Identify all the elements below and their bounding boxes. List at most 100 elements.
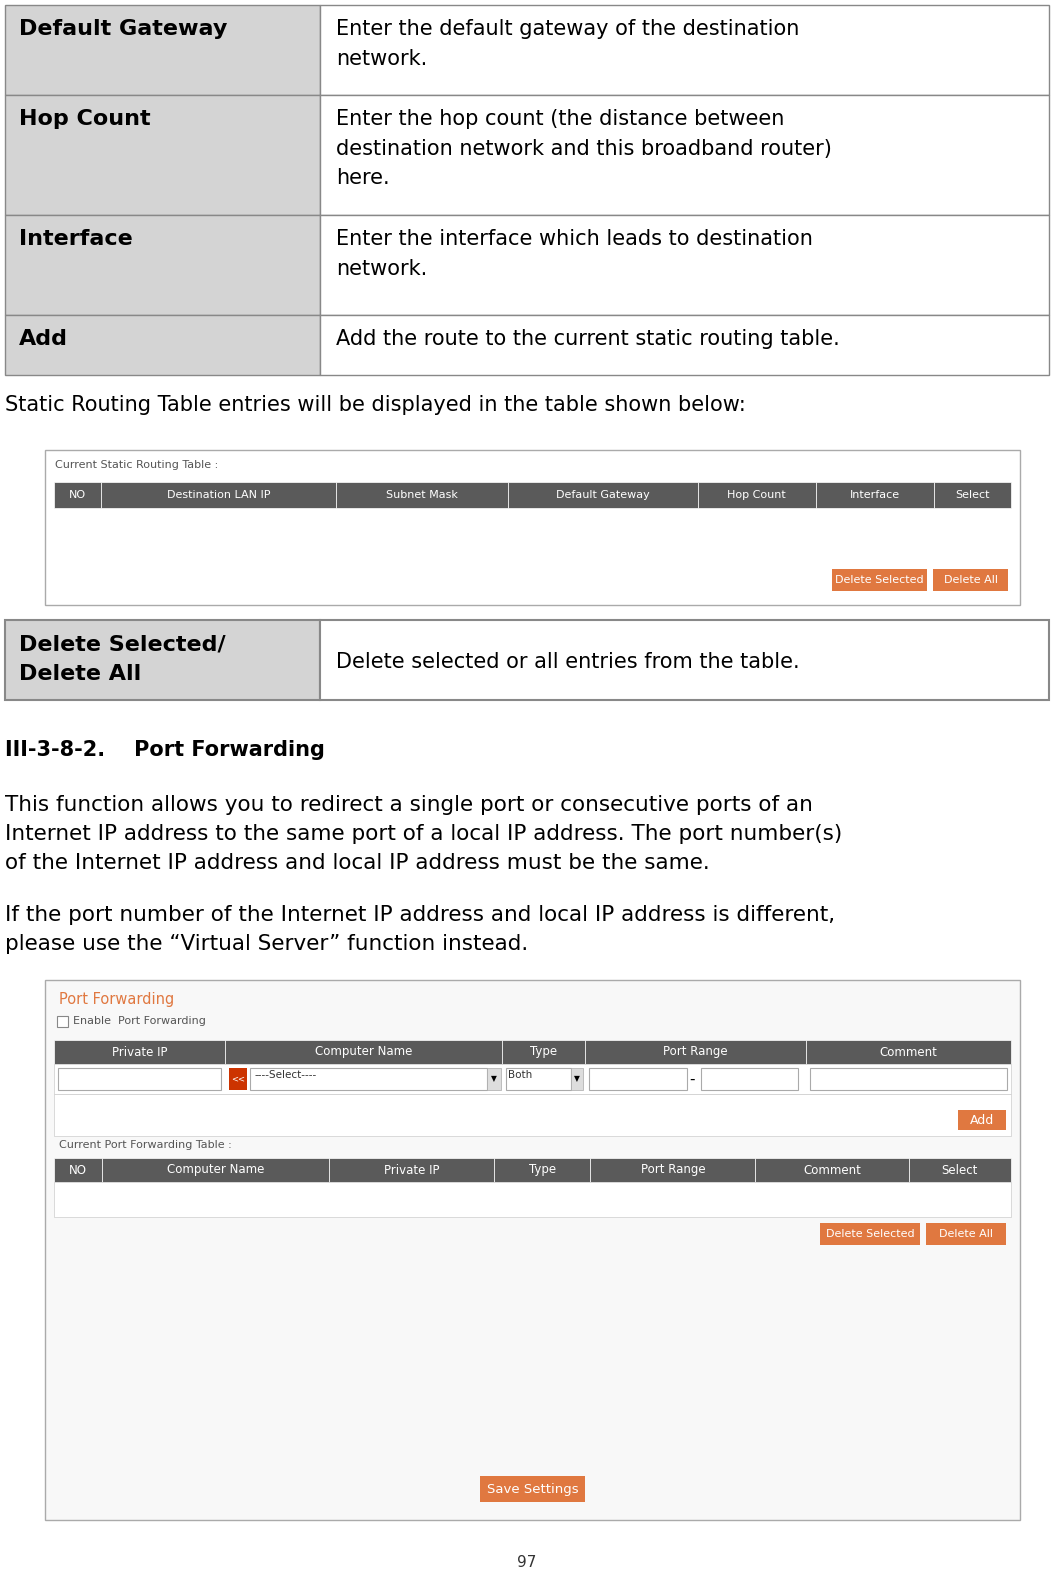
Bar bbox=[58, 1069, 221, 1091]
Text: Select: Select bbox=[955, 490, 990, 501]
Text: Delete Selected/
Delete All: Delete Selected/ Delete All bbox=[19, 634, 226, 683]
Text: Hop Count: Hop Count bbox=[727, 490, 786, 501]
Text: Subnet Mask: Subnet Mask bbox=[387, 490, 458, 501]
Text: ▼: ▼ bbox=[574, 1075, 580, 1083]
Bar bbox=[506, 1069, 571, 1091]
Text: If the port number of the Internet IP address and local IP address is different,: If the port number of the Internet IP ad… bbox=[5, 905, 835, 954]
Bar bbox=[832, 568, 928, 590]
Text: Enter the default gateway of the destination
network.: Enter the default gateway of the destina… bbox=[336, 19, 799, 69]
Text: Port Forwarding: Port Forwarding bbox=[59, 992, 174, 1007]
Bar bbox=[5, 94, 320, 216]
Text: Type: Type bbox=[529, 1163, 555, 1176]
Text: Private IP: Private IP bbox=[112, 1045, 168, 1058]
Bar bbox=[102, 1158, 329, 1182]
Text: Enter the interface which leads to destination
network.: Enter the interface which leads to desti… bbox=[336, 228, 813, 279]
Bar bbox=[45, 450, 1020, 604]
Bar bbox=[57, 1015, 69, 1026]
Bar bbox=[816, 482, 934, 508]
Bar bbox=[571, 1069, 583, 1091]
Text: Delete All: Delete All bbox=[943, 575, 997, 586]
Text: ----Select----: ----Select---- bbox=[254, 1070, 317, 1080]
Bar bbox=[320, 620, 1049, 700]
Bar bbox=[933, 568, 1008, 590]
Bar bbox=[820, 1223, 920, 1245]
Text: Comment: Comment bbox=[803, 1163, 861, 1176]
Bar bbox=[320, 315, 1049, 375]
Bar bbox=[701, 1069, 798, 1091]
Bar bbox=[487, 1069, 501, 1091]
Text: <<: << bbox=[232, 1075, 246, 1083]
Text: Default Gateway: Default Gateway bbox=[557, 490, 650, 501]
Text: NO: NO bbox=[69, 1163, 86, 1176]
Text: Comment: Comment bbox=[880, 1045, 938, 1058]
Text: Add: Add bbox=[970, 1113, 994, 1127]
Text: Interface: Interface bbox=[850, 490, 900, 501]
Bar bbox=[54, 482, 101, 508]
Bar bbox=[54, 1158, 102, 1182]
Text: Current Port Forwarding Table :: Current Port Forwarding Table : bbox=[59, 1140, 232, 1151]
Text: Enable  Port Forwarding: Enable Port Forwarding bbox=[73, 1015, 206, 1026]
Text: Delete All: Delete All bbox=[939, 1229, 993, 1239]
Text: ▼: ▼ bbox=[491, 1075, 497, 1083]
Bar bbox=[336, 482, 508, 508]
Text: Static Routing Table entries will be displayed in the table shown below:: Static Routing Table entries will be dis… bbox=[5, 395, 746, 416]
Bar bbox=[698, 482, 816, 508]
Text: 97: 97 bbox=[518, 1555, 536, 1569]
Bar bbox=[226, 1040, 502, 1064]
Bar bbox=[5, 216, 320, 315]
Bar bbox=[756, 1158, 909, 1182]
Text: Port Range: Port Range bbox=[663, 1045, 728, 1058]
Bar bbox=[54, 1094, 1011, 1136]
Text: Enter the hop count (the distance between
destination network and this broadband: Enter the hop count (the distance betwee… bbox=[336, 109, 832, 189]
Text: Add: Add bbox=[19, 329, 69, 349]
Bar bbox=[909, 1158, 1011, 1182]
Bar bbox=[811, 1069, 1007, 1091]
Text: Delete Selected: Delete Selected bbox=[825, 1229, 914, 1239]
Text: Computer Name: Computer Name bbox=[167, 1163, 265, 1176]
Bar bbox=[320, 216, 1049, 315]
Bar bbox=[934, 482, 1011, 508]
Text: This function allows you to redirect a single port or consecutive ports of an
In: This function allows you to redirect a s… bbox=[5, 795, 842, 872]
Bar bbox=[320, 5, 1049, 94]
Text: Port Range: Port Range bbox=[641, 1163, 705, 1176]
Bar bbox=[958, 1110, 1006, 1130]
Text: Destination LAN IP: Destination LAN IP bbox=[168, 490, 271, 501]
Bar bbox=[5, 315, 320, 375]
Bar bbox=[54, 1064, 1011, 1094]
Text: -: - bbox=[689, 1072, 696, 1086]
Text: Select: Select bbox=[941, 1163, 978, 1176]
Bar bbox=[5, 620, 320, 700]
Bar bbox=[251, 1069, 487, 1091]
Bar bbox=[45, 981, 1020, 1520]
Text: NO: NO bbox=[70, 490, 86, 501]
Text: Save Settings: Save Settings bbox=[487, 1483, 579, 1495]
Bar bbox=[502, 1040, 585, 1064]
Text: Type: Type bbox=[530, 1045, 558, 1058]
Text: Delete Selected: Delete Selected bbox=[835, 575, 923, 586]
Text: Private IP: Private IP bbox=[384, 1163, 440, 1176]
Text: Default Gateway: Default Gateway bbox=[19, 19, 228, 39]
Bar bbox=[101, 482, 336, 508]
Text: Both: Both bbox=[508, 1070, 532, 1080]
Bar bbox=[494, 1158, 590, 1182]
Text: Current Static Routing Table :: Current Static Routing Table : bbox=[55, 460, 218, 471]
Bar bbox=[806, 1040, 1011, 1064]
Text: III-3-8-2.    Port Forwarding: III-3-8-2. Port Forwarding bbox=[5, 740, 325, 760]
Text: Interface: Interface bbox=[19, 228, 133, 249]
Bar bbox=[480, 1476, 585, 1502]
Text: Add the route to the current static routing table.: Add the route to the current static rout… bbox=[336, 329, 840, 349]
Bar bbox=[590, 1158, 756, 1182]
Bar bbox=[230, 1069, 248, 1091]
Text: Delete selected or all entries from the table.: Delete selected or all entries from the … bbox=[336, 652, 800, 672]
Bar bbox=[585, 1040, 806, 1064]
Bar bbox=[5, 5, 320, 94]
Bar bbox=[320, 94, 1049, 216]
Text: Computer Name: Computer Name bbox=[315, 1045, 412, 1058]
Bar bbox=[54, 1040, 226, 1064]
Bar bbox=[54, 1182, 1011, 1217]
Bar bbox=[508, 482, 698, 508]
Text: Hop Count: Hop Count bbox=[19, 109, 151, 129]
Bar bbox=[329, 1158, 494, 1182]
Bar bbox=[926, 1223, 1006, 1245]
Bar bbox=[589, 1069, 687, 1091]
